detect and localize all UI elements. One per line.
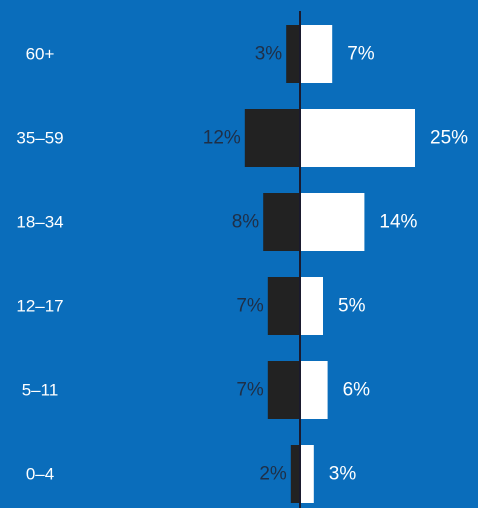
left-bar — [263, 193, 300, 251]
right-bar — [300, 109, 415, 167]
category-label: 35–59 — [16, 129, 63, 148]
left-bar — [244, 109, 300, 167]
right-bar — [300, 25, 333, 83]
left-value-label: 12% — [203, 128, 241, 149]
right-bar — [300, 445, 314, 503]
left-bar — [267, 277, 300, 335]
right-value-label: 6% — [343, 380, 371, 401]
left-value-label: 3% — [255, 44, 283, 65]
category-label: 12–17 — [16, 297, 63, 316]
category-label: 18–34 — [16, 213, 63, 232]
right-bar — [300, 193, 365, 251]
category-label: 5–11 — [22, 381, 59, 400]
right-value-label: 3% — [329, 464, 357, 485]
right-value-label: 7% — [347, 44, 375, 65]
left-value-label: 7% — [236, 380, 264, 401]
left-value-label: 2% — [259, 464, 287, 485]
right-value-label: 14% — [379, 212, 417, 233]
category-label: 60+ — [26, 45, 55, 64]
left-bar — [267, 361, 300, 419]
right-value-label: 5% — [338, 296, 366, 317]
right-bar — [300, 361, 328, 419]
right-bar — [300, 277, 323, 335]
left-bar — [286, 25, 300, 83]
right-value-label: 25% — [430, 128, 468, 149]
left-value-label: 7% — [236, 296, 264, 317]
category-label: 0–4 — [26, 465, 54, 484]
left-bar — [290, 445, 300, 503]
left-value-label: 8% — [232, 212, 260, 233]
